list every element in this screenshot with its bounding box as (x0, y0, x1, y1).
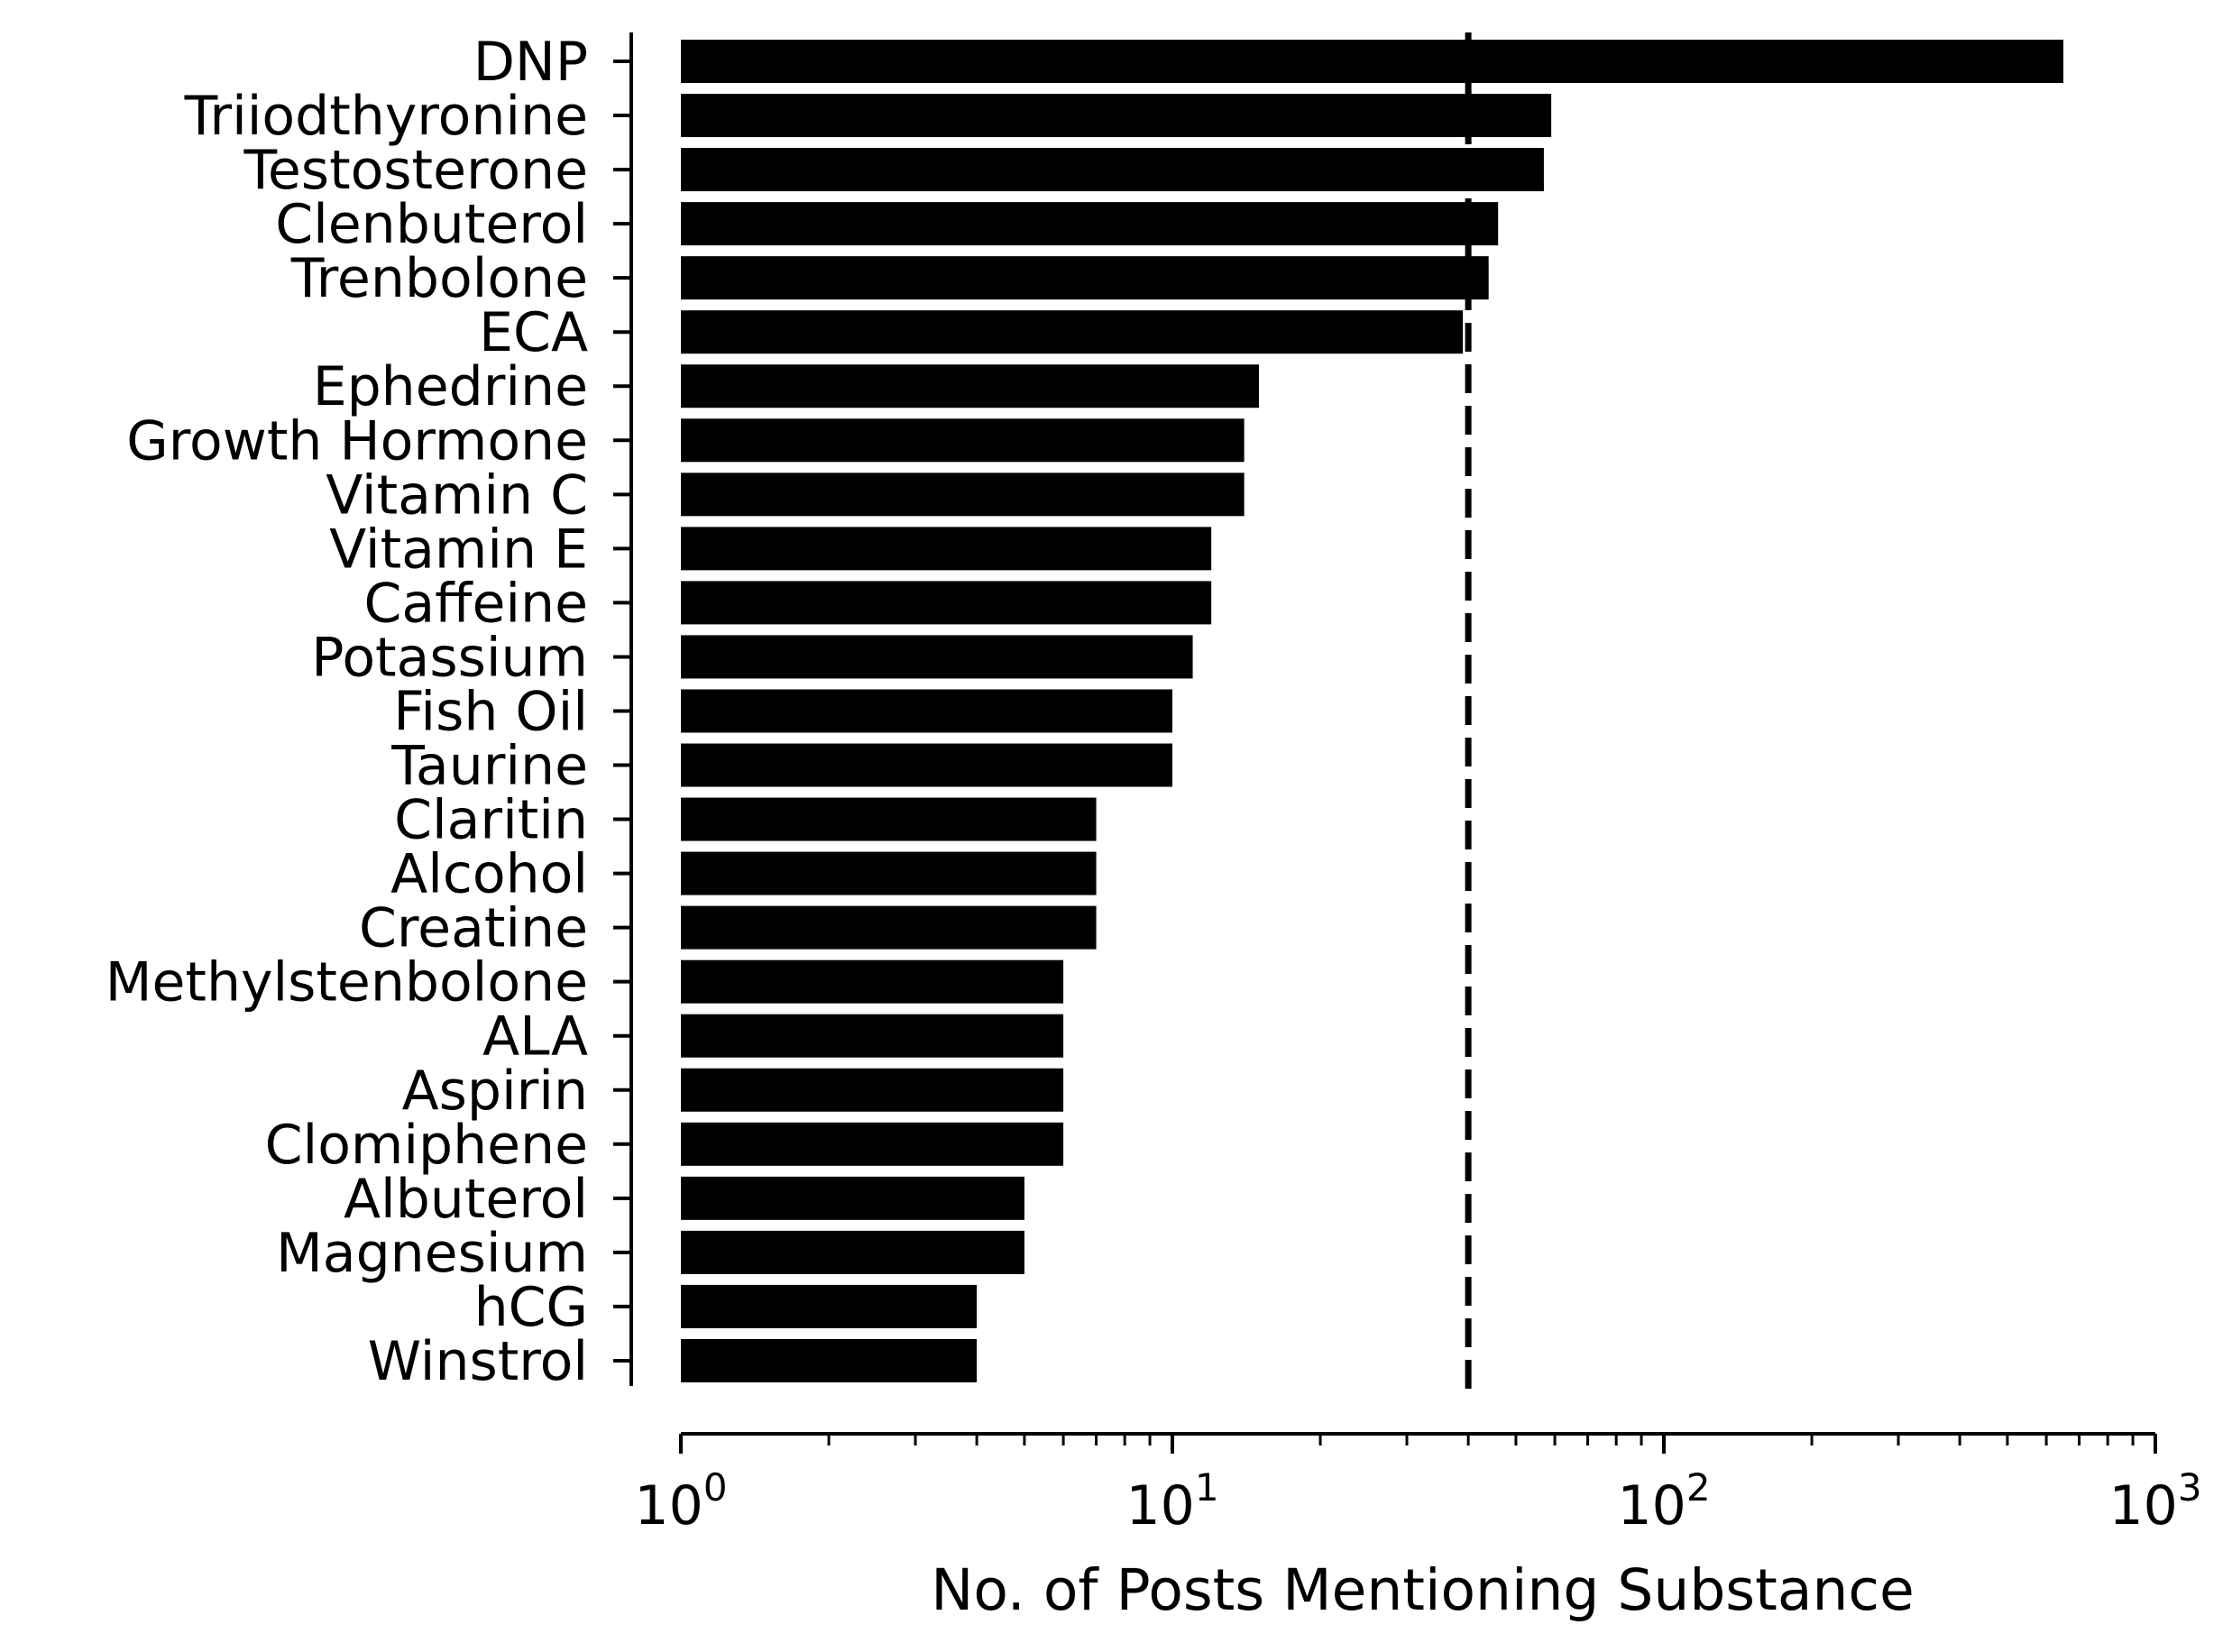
bar-3 (681, 202, 1499, 246)
x-axis-label: No. of Posts Mentioning Substance (931, 1557, 1915, 1623)
bar-9 (681, 527, 1212, 571)
x-tick-label: 101 (1125, 1465, 1218, 1537)
y-tick-label: Creatine (359, 897, 588, 960)
bar-6 (681, 364, 1259, 408)
y-tick-label: Testosterone (243, 139, 588, 202)
y-tick-label: Alcohol (390, 843, 588, 906)
y-tick-label: Vitamin E (329, 518, 588, 581)
y-tick-label: Clomiphene (265, 1114, 588, 1177)
bar-4 (681, 256, 1489, 300)
bar-15 (681, 851, 1097, 895)
bar-20 (681, 1122, 1064, 1166)
y-tick-label: Clenbuterol (275, 193, 588, 256)
bar-14 (681, 797, 1097, 841)
y-tick-label: Growth Hormone (126, 409, 588, 473)
y-tick-label: Caffeine (363, 572, 588, 635)
y-tick-label: Fish Oil (393, 680, 588, 743)
y-tick-label: Aspirin (402, 1060, 588, 1123)
y-tick-label: Potassium (311, 626, 588, 689)
y-tick-label: DNP (473, 31, 588, 94)
y-tick-label: Ephedrine (313, 355, 588, 418)
y-tick-label: Claritin (394, 789, 588, 852)
x-ticks-group: 100 101 102 103 (634, 1434, 2202, 1537)
bar-16 (681, 905, 1097, 950)
y-tick-label: ALA (482, 1005, 588, 1069)
y-tick-label: Magnesium (276, 1222, 588, 1285)
bar-0 (681, 40, 2064, 83)
bar-19 (681, 1068, 1064, 1112)
bar-24 (681, 1338, 978, 1382)
bar-17 (681, 959, 1064, 1004)
bar-13 (681, 743, 1172, 787)
bar-2 (681, 148, 1544, 192)
y-tick-label: Albuterol (344, 1168, 588, 1231)
y-tick-label: Methylstenbolone (106, 951, 588, 1014)
x-tick-label: 102 (1617, 1465, 1710, 1537)
bar-5 (681, 310, 1464, 354)
y-tick-label: Trenbolone (290, 247, 588, 310)
y-tick-label: Taurine (390, 735, 588, 798)
bar-11 (681, 635, 1193, 679)
y-tick-label: Triiodthyronine (184, 85, 588, 148)
y-tick-label: hCG (474, 1276, 588, 1339)
bar-23 (681, 1284, 978, 1328)
bar-12 (681, 689, 1172, 733)
x-tick-label: 100 (634, 1465, 727, 1537)
y-ticks-group: DNPTriiodthyronineTestosteroneClenbutero… (106, 31, 629, 1393)
y-tick-label: ECA (479, 301, 588, 364)
y-tick-label: Vitamin C (326, 463, 588, 527)
bar-8 (681, 473, 1245, 517)
bar-18 (681, 1014, 1064, 1058)
bar-1 (681, 94, 1552, 138)
bar-21 (681, 1176, 1024, 1220)
bar-10 (681, 581, 1212, 625)
bar-22 (681, 1230, 1024, 1274)
bars-group (681, 40, 2064, 1382)
y-tick-label: Winstrol (368, 1330, 588, 1393)
bar-7 (681, 418, 1245, 463)
x-tick-label: 103 (2108, 1465, 2201, 1537)
